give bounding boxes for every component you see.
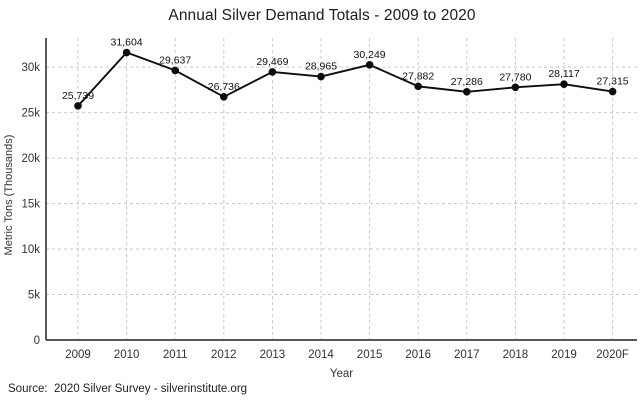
- data-point-label: 25,739: [62, 90, 94, 102]
- data-point-label: 26,736: [208, 81, 240, 93]
- data-point: [122, 48, 131, 57]
- data-point-label: 29,637: [159, 54, 191, 66]
- data-point: [268, 68, 277, 76]
- data-point: [365, 61, 374, 69]
- data-point-label: 31,604: [111, 37, 143, 49]
- data-point: [560, 80, 568, 89]
- chart-title: Annual Silver Demand Totals - 2009 to 20…: [168, 7, 476, 24]
- y-tick-label: 25k: [21, 108, 40, 120]
- x-tick-label: 2011: [163, 349, 188, 361]
- data-point: [463, 87, 471, 96]
- data-point-label: 27,315: [597, 76, 629, 88]
- data-point-label: 27,286: [451, 76, 483, 88]
- data-point: [317, 72, 325, 81]
- data-point-label: 29,469: [256, 56, 288, 68]
- x-tick-label: 2019: [551, 349, 577, 361]
- data-point-label: 27,780: [499, 71, 531, 83]
- x-tick-label: 2012: [211, 349, 237, 361]
- x-tick-label: 2017: [454, 349, 480, 361]
- y-tick-label: 30k: [21, 62, 40, 74]
- data-point: [220, 92, 228, 101]
- source-note: Source: 2020 Silver Survey - silverinsti…: [8, 383, 248, 395]
- x-axis-title: Year: [329, 368, 354, 380]
- data-point: [511, 83, 520, 92]
- x-tick-label: 2020F: [596, 349, 629, 361]
- data-point: [608, 87, 617, 96]
- data-point: [414, 82, 423, 91]
- x-tick-label: 2015: [357, 349, 383, 361]
- x-tick-label: 2010: [114, 349, 140, 361]
- data-line: [77, 51, 613, 107]
- y-tick-label: 5k: [28, 290, 40, 302]
- y-tick-label: 15k: [21, 199, 40, 211]
- y-tick-label: 20k: [21, 153, 40, 165]
- data-point-label: 30,249: [354, 49, 386, 61]
- data-point-label: 28,965: [305, 61, 337, 73]
- x-tick-label: 2009: [65, 349, 91, 361]
- data-point-label: 28,117: [548, 68, 579, 80]
- x-tick-label: 2014: [308, 349, 334, 361]
- y-tick-label: 10k: [21, 244, 40, 256]
- y-axis-title: Metric Tons (Thousands): [3, 134, 15, 256]
- data-point-label: 27,882: [402, 70, 434, 82]
- data-point: [171, 66, 179, 75]
- data-point: [74, 102, 82, 110]
- x-tick-label: 2013: [260, 349, 286, 361]
- x-tick-label: 2018: [503, 349, 529, 361]
- y-tick-label: 0: [34, 335, 40, 347]
- x-tick-label: 2016: [405, 349, 431, 361]
